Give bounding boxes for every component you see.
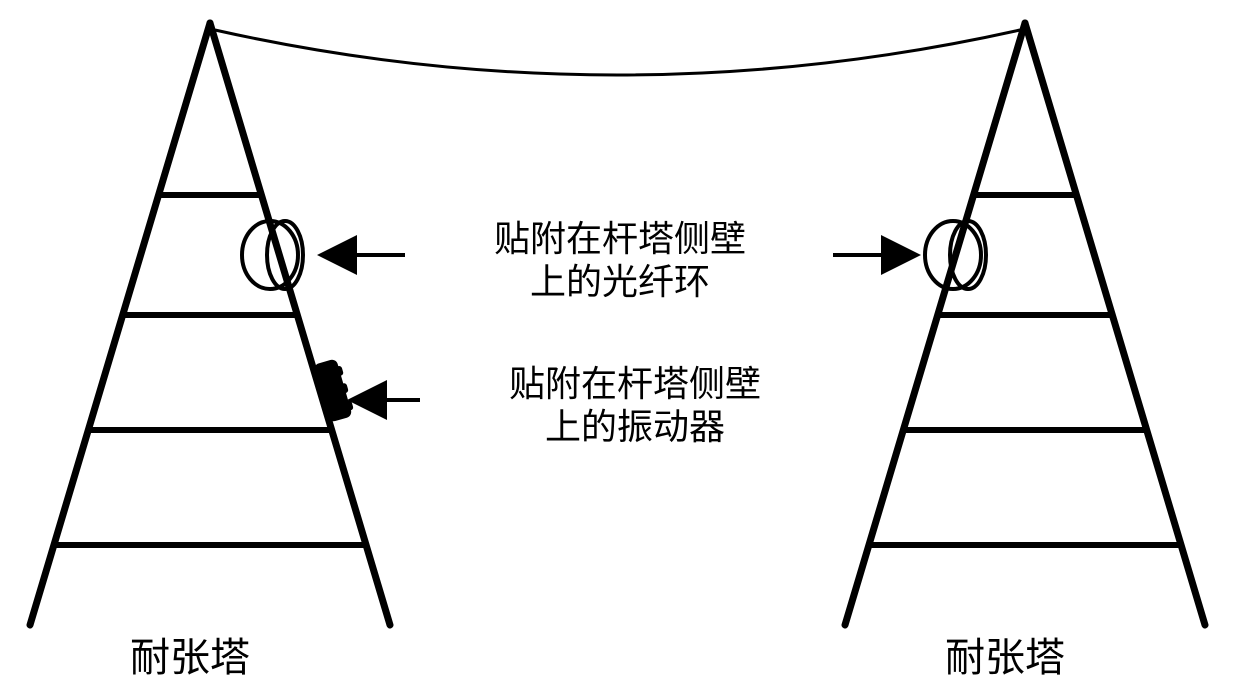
vibrator-label-line2: 上的振动器 (445, 406, 825, 449)
ring-annotation: 贴附在杆塔侧壁 上的光纤环 (430, 218, 810, 304)
ring-label-line1: 贴附在杆塔侧壁 (430, 218, 810, 261)
tower-right (845, 23, 1205, 625)
fiber-ring-left (242, 221, 303, 289)
diagram-svg (0, 0, 1239, 684)
vibrator-label-line1: 贴附在杆塔侧壁 (445, 363, 825, 406)
vibrator-annotation: 贴附在杆塔侧壁 上的振动器 (445, 363, 825, 449)
ring-label-line2: 上的光纤环 (430, 261, 810, 304)
caption-tower-left: 耐张塔 (130, 625, 250, 683)
diagram-container: 贴附在杆塔侧壁 上的光纤环 贴附在杆塔侧壁 上的振动器 耐张塔 耐张塔 (0, 0, 1239, 684)
tower-left (30, 23, 390, 625)
cable (215, 30, 1020, 75)
caption-tower-right: 耐张塔 (945, 625, 1065, 683)
